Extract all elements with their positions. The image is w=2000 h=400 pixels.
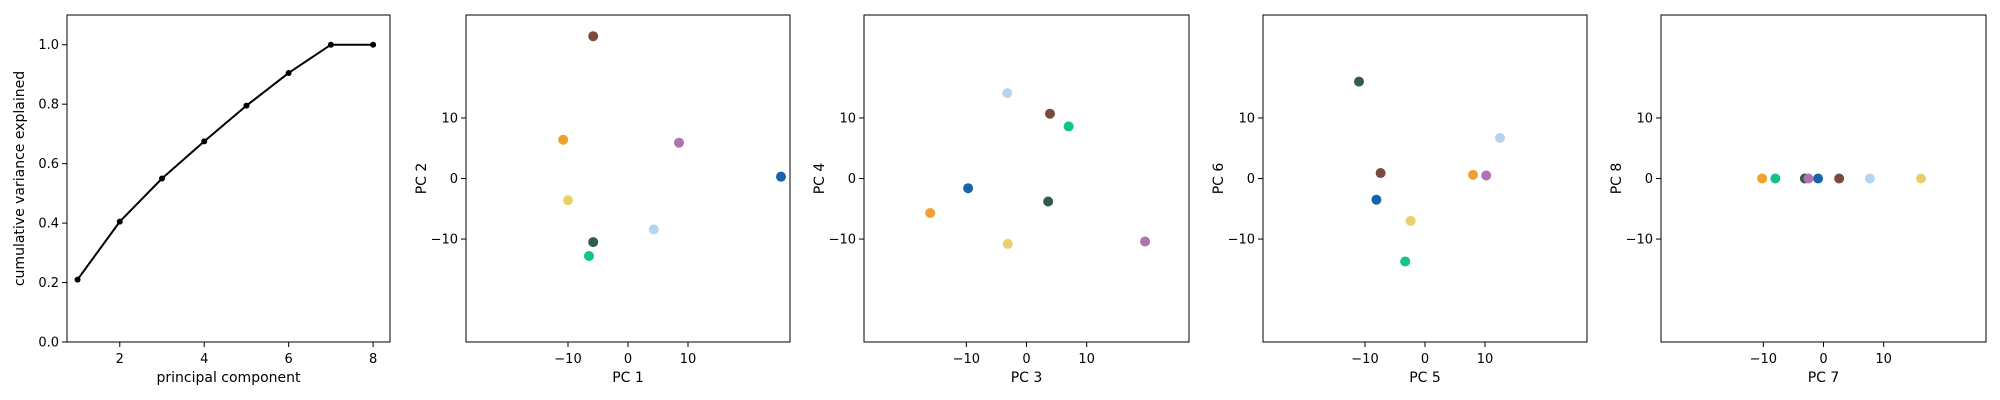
data-point — [1044, 108, 1055, 119]
x-axis-label: PC 7 — [1808, 370, 1840, 386]
data-point — [1481, 170, 1492, 181]
data-point — [285, 69, 292, 76]
y-tick-label: 0 — [848, 172, 856, 187]
data-point — [1757, 173, 1768, 184]
data-point — [1813, 173, 1824, 184]
y-tick-label: 0.8 — [38, 98, 59, 113]
y-tick-label: 0 — [450, 172, 458, 187]
data-point — [370, 41, 377, 48]
x-tick-label: 0 — [1819, 352, 1827, 367]
x-tick-label: 8 — [369, 352, 377, 367]
data-point — [1063, 121, 1074, 132]
data-point — [588, 237, 599, 248]
plot-frame — [66, 14, 391, 343]
y-tick-label: 10 — [839, 111, 856, 126]
subplot-3 — [859, 14, 1190, 347]
x-tick-label: −10 — [554, 352, 581, 367]
y-tick-label: −10 — [1626, 233, 1653, 248]
y-tick-label: 0.6 — [38, 157, 59, 172]
data-point — [1043, 196, 1054, 207]
data-point — [1468, 169, 1478, 180]
x-tick-label: 10 — [1477, 352, 1494, 367]
y-tick-label: 0 — [1247, 172, 1255, 187]
x-axis-label: principal component — [157, 370, 302, 386]
y-tick-label: 1.0 — [38, 38, 59, 53]
plot-frame — [1262, 14, 1588, 343]
x-axis-label: PC 3 — [1011, 370, 1043, 386]
y-tick-label: 10 — [441, 111, 458, 126]
data-point — [1495, 132, 1505, 143]
data-point — [558, 134, 569, 145]
x-tick-label: 0 — [1421, 352, 1429, 367]
y-axis-label: cumulative variance explained — [12, 71, 28, 286]
x-tick-label: −10 — [1351, 352, 1378, 367]
y-tick-label: 0 — [1645, 172, 1653, 187]
y-tick-label: 0.2 — [38, 276, 59, 291]
y-axis-label: PC 8 — [1609, 163, 1625, 195]
x-tick-label: 10 — [1078, 352, 1095, 367]
data-point — [1916, 173, 1926, 184]
y-tick-label: −10 — [431, 233, 458, 248]
data-point — [201, 138, 208, 145]
y-axis-label: PC 4 — [812, 163, 828, 195]
data-point — [1371, 194, 1382, 205]
y-axis-label: PC 2 — [414, 163, 430, 195]
subplot-4 — [1258, 14, 1588, 347]
data-point — [963, 183, 974, 194]
y-tick-label: −10 — [829, 233, 856, 248]
data-point — [925, 208, 936, 219]
x-tick-label: 10 — [1875, 352, 1892, 367]
y-tick-label: −10 — [1228, 233, 1255, 248]
data-point — [1002, 238, 1013, 249]
data-point — [1400, 256, 1411, 267]
y-tick-label: 10 — [1238, 111, 1255, 126]
subplot-1 — [62, 14, 391, 347]
x-tick-label: 0 — [1022, 352, 1030, 367]
data-point — [1002, 88, 1013, 99]
x-axis-label: PC 1 — [612, 370, 644, 386]
x-tick-label: 10 — [680, 352, 697, 367]
y-tick-label: 0.4 — [38, 217, 59, 232]
y-tick-label: 0.0 — [38, 336, 59, 351]
data-point — [327, 41, 334, 48]
y-axis-label: PC 6 — [1211, 163, 1227, 195]
y-tick-label: 10 — [1636, 111, 1653, 126]
x-tick-label: −10 — [953, 352, 980, 367]
plot-frame — [465, 14, 791, 343]
data-point — [159, 175, 165, 182]
data-point — [1803, 173, 1814, 184]
data-point — [116, 218, 123, 225]
data-point — [74, 276, 81, 283]
data-point — [1405, 215, 1416, 226]
x-tick-label: 2 — [116, 352, 124, 367]
x-tick-label: 6 — [285, 352, 293, 367]
x-axis-label: PC 5 — [1409, 370, 1441, 386]
data-point — [243, 102, 250, 109]
x-tick-label: 0 — [624, 352, 632, 367]
data-point — [1834, 173, 1845, 184]
data-point — [1770, 173, 1781, 184]
data-point — [674, 137, 684, 148]
series-line — [76, 43, 374, 281]
plot-frame — [1660, 14, 1987, 343]
data-point — [1354, 76, 1364, 87]
data-point — [1864, 173, 1875, 184]
data-point — [588, 31, 599, 42]
data-point — [1140, 236, 1151, 247]
data-point — [563, 195, 573, 206]
data-point — [1375, 168, 1386, 179]
plot-frame — [863, 14, 1190, 343]
data-point — [776, 171, 786, 182]
x-tick-label: 4 — [200, 352, 208, 367]
subplot-2 — [461, 14, 791, 347]
data-point — [648, 224, 659, 235]
data-point — [584, 251, 594, 262]
x-tick-label: −10 — [1750, 352, 1777, 367]
subplot-5 — [1656, 14, 1987, 347]
